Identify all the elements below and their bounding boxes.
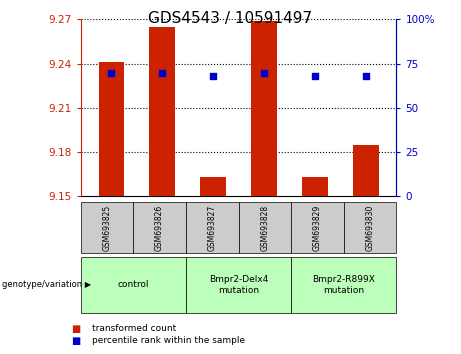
Text: GSM693829: GSM693829 [313, 204, 322, 251]
Point [159, 70, 166, 75]
Text: GSM693828: GSM693828 [260, 204, 269, 251]
Point [362, 73, 370, 79]
Text: transformed count: transformed count [92, 324, 177, 333]
Point [260, 70, 268, 75]
Bar [353, 145, 378, 196]
Text: Bmpr2-Delx4
mutation: Bmpr2-Delx4 mutation [209, 275, 268, 295]
Text: ■: ■ [71, 324, 81, 333]
Point [107, 70, 115, 75]
Text: control: control [118, 280, 149, 290]
Bar [251, 21, 277, 196]
Text: GSM693825: GSM693825 [102, 204, 112, 251]
Text: GSM693827: GSM693827 [208, 204, 217, 251]
Text: percentile rank within the sample: percentile rank within the sample [92, 336, 245, 345]
Bar [201, 177, 226, 196]
Text: genotype/variation ▶: genotype/variation ▶ [2, 280, 92, 290]
Bar [99, 62, 124, 196]
Text: GSM693826: GSM693826 [155, 204, 164, 251]
Text: GDS4543 / 10591497: GDS4543 / 10591497 [148, 11, 313, 25]
Point [311, 73, 319, 79]
Point [209, 73, 217, 79]
Text: ■: ■ [71, 336, 81, 346]
Text: GSM693830: GSM693830 [366, 204, 375, 251]
Bar [149, 27, 175, 196]
Bar [302, 177, 328, 196]
Text: Bmpr2-R899X
mutation: Bmpr2-R899X mutation [313, 275, 375, 295]
